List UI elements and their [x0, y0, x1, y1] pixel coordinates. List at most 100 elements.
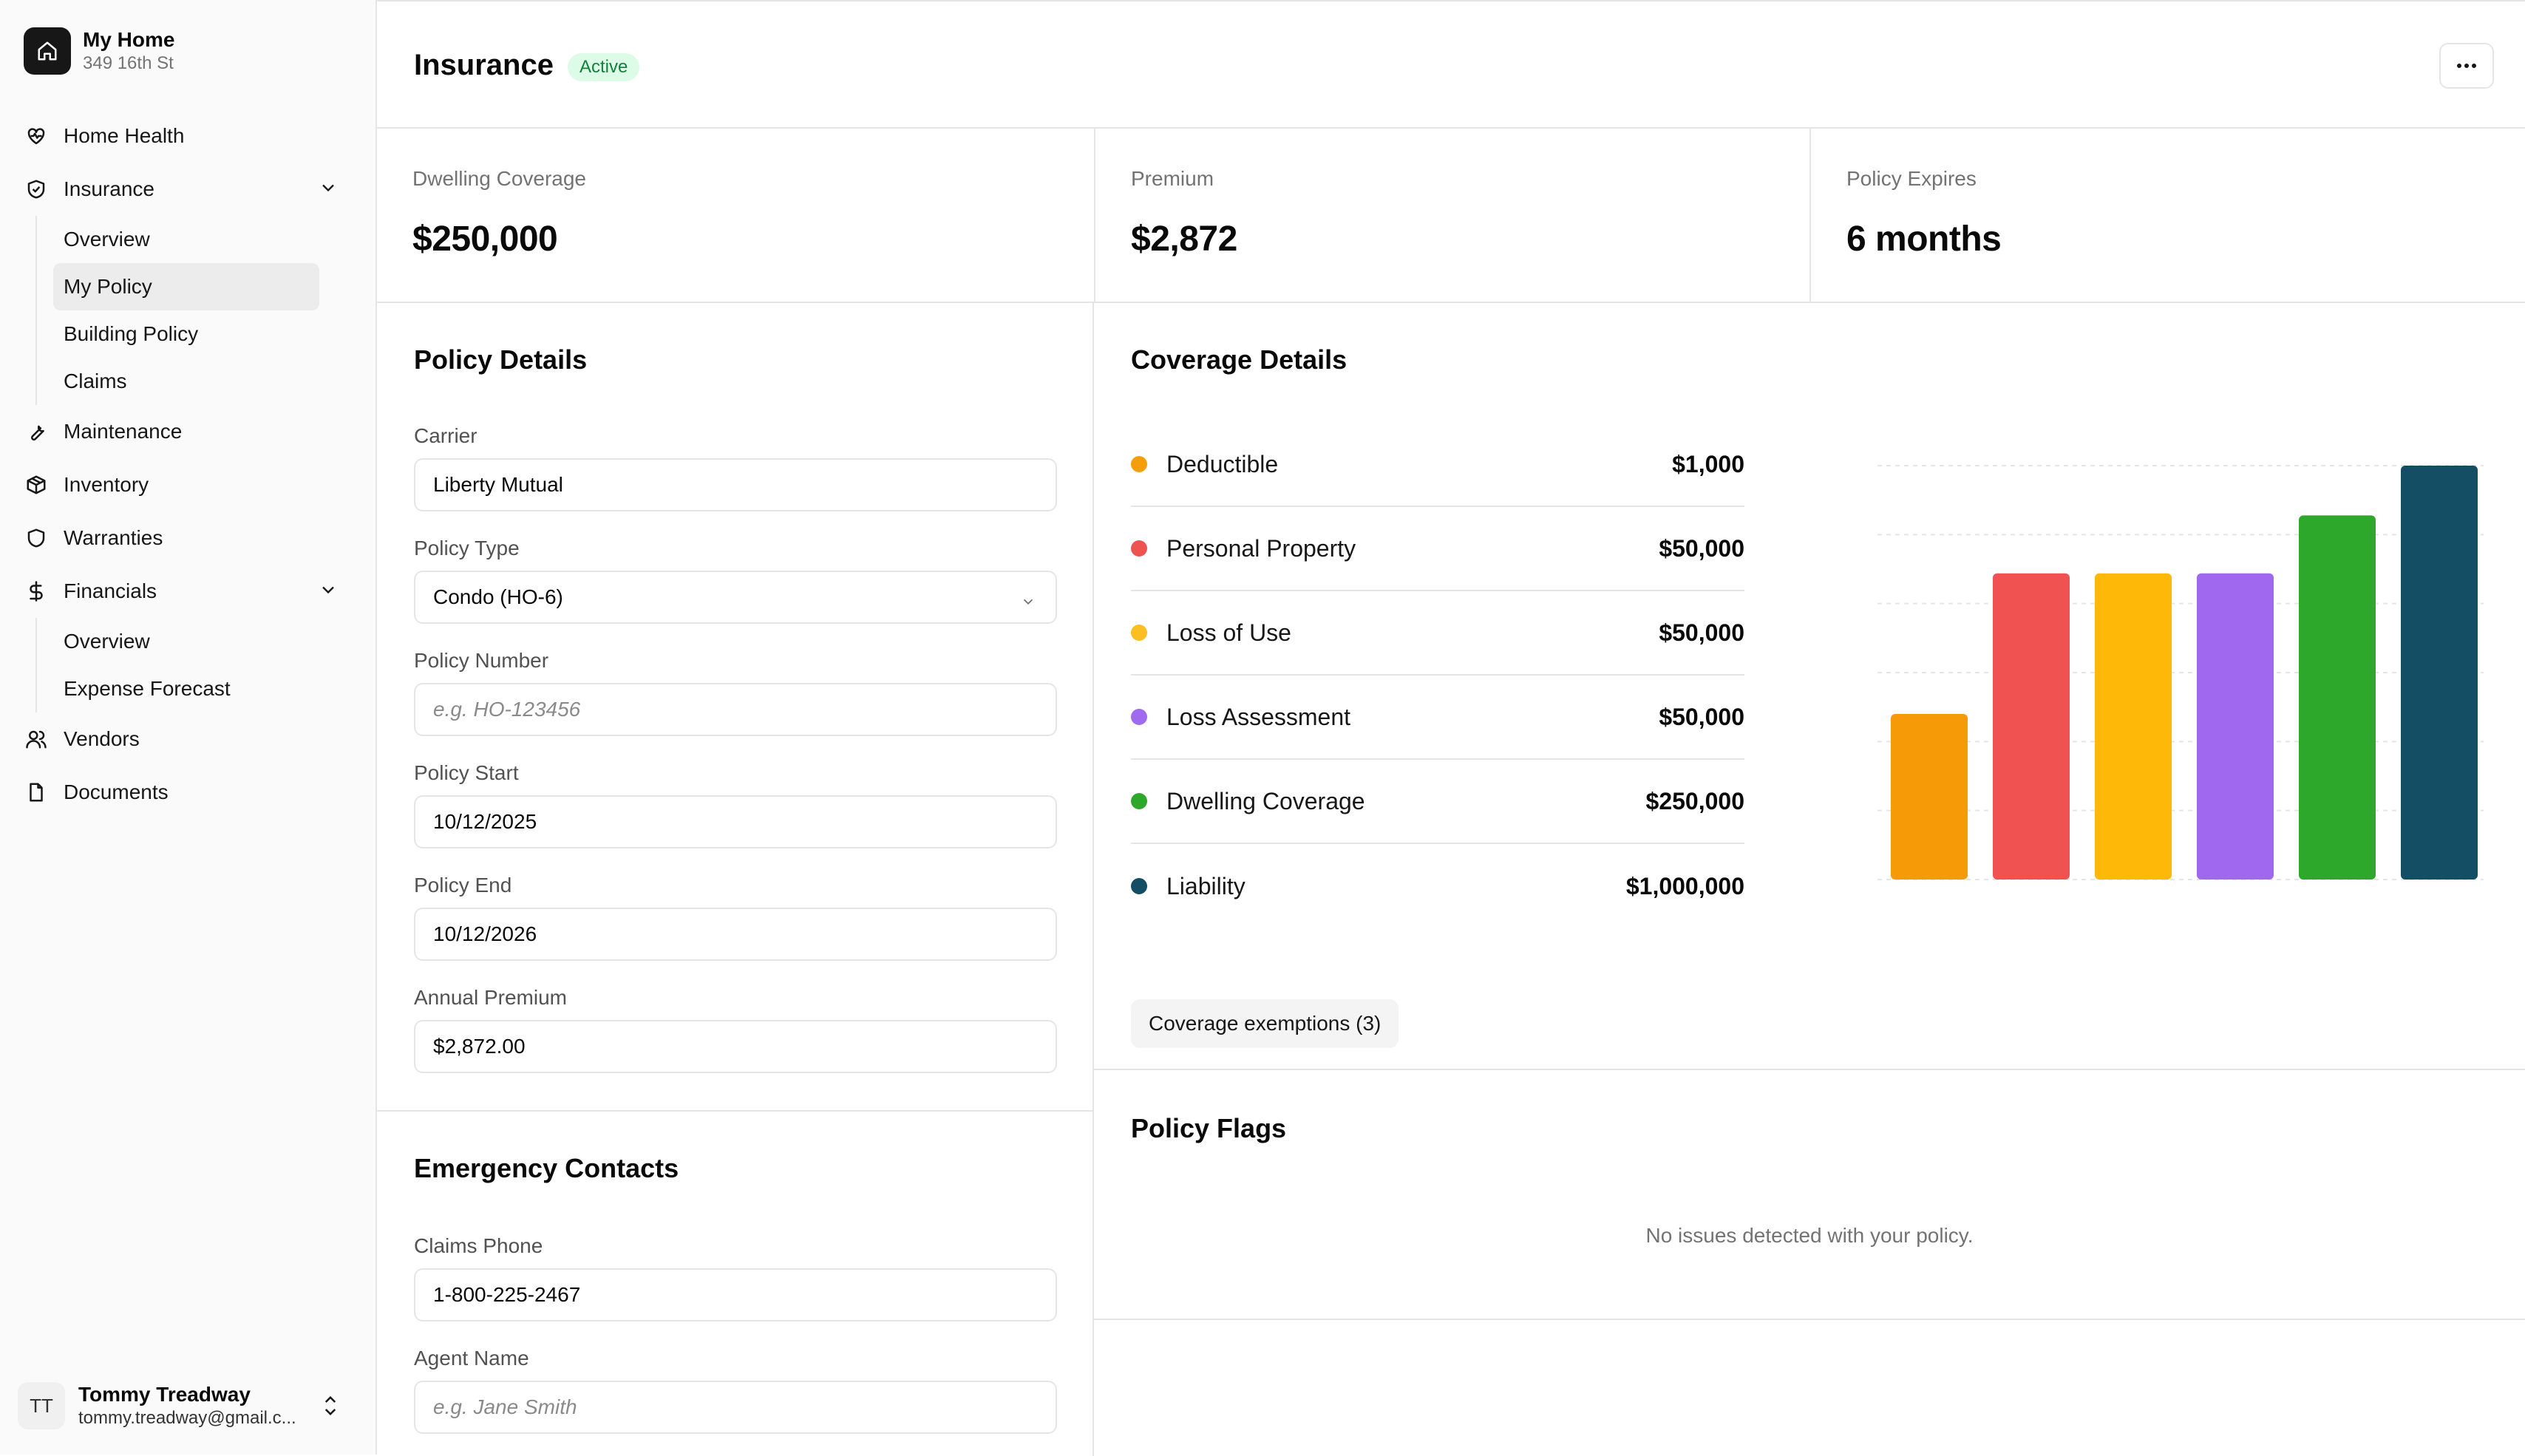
home-switcher[interactable]: My Home 349 16th St: [24, 27, 174, 75]
sidebar-item-label: Insurance: [64, 177, 154, 200]
legend-dot: [1131, 456, 1147, 472]
sidebar-item-label: Financials: [64, 579, 157, 602]
sidebar-item-vendors[interactable]: Vendors: [18, 712, 359, 766]
policy-start-field[interactable]: [414, 795, 1057, 848]
carrier-field[interactable]: [414, 458, 1057, 511]
coverage-amount: $1,000: [1672, 450, 1744, 477]
avatar: TT: [18, 1382, 65, 1429]
dollar-sign-icon: [24, 579, 49, 604]
claims-phone-field[interactable]: [414, 1268, 1057, 1321]
coverage-row-personal-property: Personal Property $50,000: [1131, 507, 1744, 591]
sidebar-item-label: Home Health: [64, 124, 185, 147]
policy-type-label: Policy Type: [414, 537, 520, 559]
main-content: Insurance Active Dwelling Coverage $250,…: [377, 0, 2525, 1456]
sidebar-item-inventory[interactable]: Inventory: [18, 458, 359, 511]
carrier-label: Carrier: [414, 424, 478, 447]
agent-name-label: Agent Name: [414, 1347, 529, 1370]
section-divider: [1094, 1069, 2525, 1070]
coverage-amount: $50,000: [1659, 703, 1744, 730]
sidebar-item-maintenance[interactable]: Maintenance: [18, 405, 359, 458]
chart-bar-liability[interactable]: [2401, 466, 2478, 880]
chevrons-up-down-icon[interactable]: [319, 1392, 341, 1423]
sidebar-item-warranties[interactable]: Warranties: [18, 511, 359, 565]
stat-value: $2,872: [1131, 220, 1237, 259]
policy-end-field[interactable]: [414, 908, 1057, 961]
coverage-amount: $250,000: [1645, 787, 1744, 814]
legend-dot: [1131, 793, 1147, 809]
annual-premium-label: Annual Premium: [414, 986, 567, 1009]
sidebar: My Home 349 16th St Home Health Insuranc…: [0, 0, 377, 1455]
sidebar-item-label: Warranties: [64, 526, 163, 549]
shield-icon: [24, 525, 49, 551]
policy-end-label: Policy End: [414, 874, 512, 897]
status-badge: Active: [568, 53, 640, 81]
sidebar-item-documents[interactable]: Documents: [18, 766, 359, 819]
coverage-list: Deductible $1,000 Personal Property $50,…: [1131, 423, 1744, 928]
file-icon: [24, 780, 49, 805]
stat-value: $250,000: [412, 220, 558, 259]
policy-type-select[interactable]: Condo (HO-6): [414, 571, 1057, 624]
chart-bar-personal-property[interactable]: [1993, 573, 2070, 880]
stat-label: Dwelling Coverage: [412, 167, 587, 190]
coverage-row-loss-of-use: Loss of Use $50,000: [1131, 591, 1744, 676]
legend-dot: [1131, 625, 1147, 641]
coverage-exemptions-button[interactable]: Coverage exemptions (3): [1131, 999, 1399, 1048]
legend-dot: [1131, 878, 1147, 894]
sidebar-subitem-building-policy[interactable]: Building Policy: [64, 322, 199, 345]
policy-type-value: Condo (HO-6): [433, 585, 563, 608]
agent-name-field[interactable]: [414, 1381, 1057, 1434]
coverage-bar-chart: [1877, 465, 2484, 880]
coverage-name: Dwelling Coverage: [1166, 787, 1365, 814]
house-icon: [24, 27, 71, 75]
coverage-name: Deductible: [1166, 450, 1279, 477]
chevron-down-icon[interactable]: [318, 579, 339, 605]
home-name: My Home: [83, 28, 175, 51]
policy-flags-empty-message: No issues detected with your policy.: [1645, 1224, 1974, 1247]
legend-dot: [1131, 709, 1147, 725]
page-title: Insurance: [414, 49, 554, 81]
sidebar-item-financials[interactable]: Financials: [18, 565, 359, 618]
sidebar-subitem-my-policy[interactable]: My Policy: [53, 263, 319, 310]
chart-bar-loss-assessment[interactable]: [2197, 573, 2274, 880]
stat-value: 6 months: [1846, 220, 2002, 259]
chart-bar-dwelling-coverage[interactable]: [2299, 515, 2376, 880]
stat-premium: Premium $2,872: [1094, 129, 1809, 303]
policy-number-label: Policy Number: [414, 649, 549, 672]
coverage-name: Loss of Use: [1166, 619, 1291, 646]
user-menu[interactable]: TT Tommy Treadway tommy.treadway@gmail.c…: [18, 1376, 359, 1435]
sidebar-subitem-claims[interactable]: Claims: [64, 370, 127, 392]
sidebar-item-home-health[interactable]: Home Health: [18, 109, 359, 163]
policy-flags-title: Policy Flags: [1131, 1113, 1287, 1143]
page-header: Insurance Active: [377, 1, 2525, 129]
emergency-contacts-title: Emergency Contacts: [414, 1153, 679, 1183]
sidebar-subitem-expense-forecast[interactable]: Expense Forecast: [64, 677, 231, 700]
chevron-down-icon: [1020, 591, 1036, 615]
section-divider: [1094, 1319, 2525, 1320]
package-icon: [24, 472, 49, 497]
sidebar-item-insurance[interactable]: Insurance: [18, 163, 359, 216]
sidebar-subitem-financials-overview[interactable]: Overview: [64, 630, 150, 653]
chart-bar-deductible[interactable]: [1891, 714, 1968, 880]
sidebar-subitem-overview[interactable]: Overview: [64, 228, 150, 251]
chart-bar-loss-of-use[interactable]: [2095, 573, 2172, 880]
more-options-button[interactable]: [2439, 43, 2494, 89]
ellipsis-icon: [2456, 59, 2477, 72]
users-icon: [24, 727, 49, 752]
section-divider: [377, 1110, 1092, 1112]
chevron-down-icon[interactable]: [318, 177, 339, 203]
sidebar-item-label: Vendors: [64, 727, 140, 750]
coverage-amount: $50,000: [1659, 534, 1744, 562]
coverage-name: Liability: [1166, 872, 1245, 899]
stat-label: Policy Expires: [1846, 167, 1977, 190]
sidebar-item-label: Documents: [64, 780, 169, 803]
coverage-name: Personal Property: [1166, 534, 1356, 562]
wrench-icon: [24, 419, 49, 444]
coverage-amount: $50,000: [1659, 619, 1744, 646]
policy-details-panel: Policy Details Carrier Policy Type Condo…: [377, 303, 1094, 1456]
coverage-row-liability: Liability $1,000,000: [1131, 844, 1744, 928]
legend-dot: [1131, 540, 1147, 557]
annual-premium-field[interactable]: [414, 1020, 1057, 1073]
financials-submenu: Overview Expense Forecast: [35, 618, 359, 712]
heart-pulse-icon: [24, 123, 49, 149]
policy-number-field[interactable]: [414, 683, 1057, 736]
